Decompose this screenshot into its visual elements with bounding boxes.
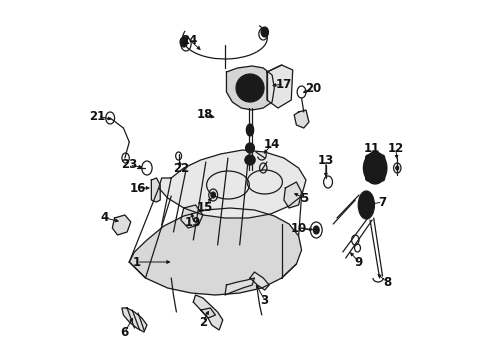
Ellipse shape bbox=[365, 175, 369, 181]
Polygon shape bbox=[129, 208, 301, 295]
Ellipse shape bbox=[363, 152, 386, 184]
Polygon shape bbox=[226, 66, 274, 110]
Text: 21: 21 bbox=[89, 109, 105, 122]
Ellipse shape bbox=[365, 155, 369, 161]
Text: 23: 23 bbox=[121, 158, 137, 171]
Text: 6: 6 bbox=[121, 325, 129, 338]
Ellipse shape bbox=[366, 156, 383, 180]
Ellipse shape bbox=[395, 166, 398, 170]
Polygon shape bbox=[266, 65, 292, 108]
Text: 15: 15 bbox=[196, 202, 212, 215]
Text: 14: 14 bbox=[264, 138, 280, 150]
Text: 16: 16 bbox=[130, 181, 146, 194]
Text: 7: 7 bbox=[378, 195, 386, 208]
Polygon shape bbox=[151, 178, 160, 202]
Text: 17: 17 bbox=[275, 77, 291, 90]
Text: 24: 24 bbox=[181, 33, 198, 46]
Polygon shape bbox=[284, 182, 301, 208]
Text: 4: 4 bbox=[101, 211, 109, 225]
Ellipse shape bbox=[244, 155, 255, 165]
Polygon shape bbox=[159, 150, 305, 218]
Text: 10: 10 bbox=[290, 221, 306, 234]
Polygon shape bbox=[181, 205, 203, 228]
Polygon shape bbox=[193, 295, 223, 330]
Ellipse shape bbox=[180, 37, 187, 47]
Ellipse shape bbox=[246, 124, 253, 136]
Polygon shape bbox=[112, 215, 130, 235]
Text: 5: 5 bbox=[299, 192, 307, 204]
Text: 13: 13 bbox=[317, 153, 333, 166]
Ellipse shape bbox=[313, 226, 319, 234]
Text: 11: 11 bbox=[364, 141, 380, 154]
Ellipse shape bbox=[358, 191, 374, 219]
Text: 20: 20 bbox=[305, 81, 321, 94]
Ellipse shape bbox=[236, 74, 264, 102]
Polygon shape bbox=[249, 272, 268, 290]
Polygon shape bbox=[122, 308, 147, 332]
Ellipse shape bbox=[261, 27, 268, 37]
Polygon shape bbox=[200, 308, 215, 318]
Text: 3: 3 bbox=[260, 293, 268, 306]
Ellipse shape bbox=[380, 155, 384, 161]
Ellipse shape bbox=[239, 78, 260, 98]
Text: 2: 2 bbox=[199, 315, 206, 329]
Polygon shape bbox=[294, 110, 308, 128]
Text: 12: 12 bbox=[387, 141, 403, 154]
Text: 8: 8 bbox=[382, 275, 390, 288]
Ellipse shape bbox=[210, 192, 215, 198]
Text: 18: 18 bbox=[196, 108, 212, 122]
Text: 1: 1 bbox=[132, 256, 141, 269]
Polygon shape bbox=[224, 278, 254, 295]
Ellipse shape bbox=[245, 143, 254, 153]
Ellipse shape bbox=[380, 175, 384, 181]
Text: 22: 22 bbox=[172, 162, 188, 175]
Text: 19: 19 bbox=[185, 216, 201, 229]
Text: 9: 9 bbox=[354, 256, 363, 269]
